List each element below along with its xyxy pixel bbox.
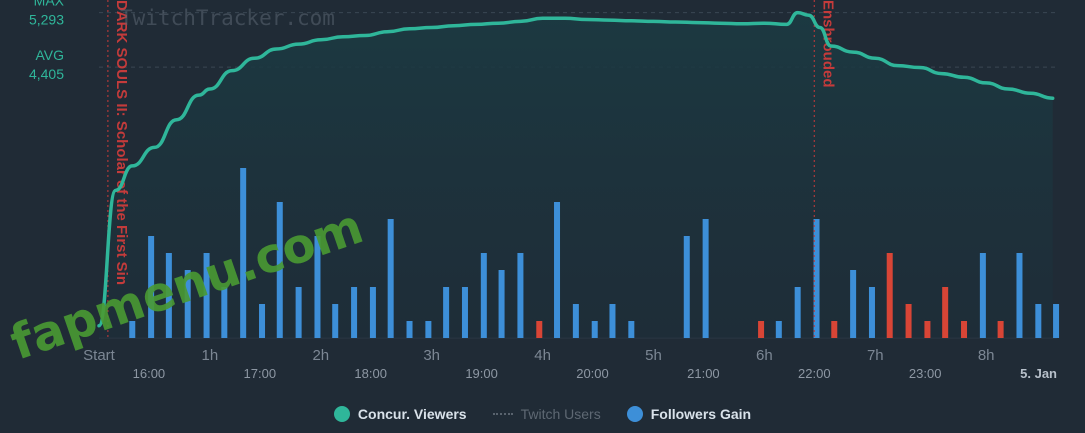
x-elapsed-tick-5: 5h xyxy=(645,347,662,364)
followers-bar-34 xyxy=(813,219,820,338)
followers-bar-20 xyxy=(498,270,505,338)
legend-twitch-users[interactable]: Twitch Users xyxy=(492,406,601,422)
legend-viewers-dot xyxy=(333,406,350,422)
followers-bar-47 xyxy=(1053,304,1060,338)
viewers-line-layer xyxy=(97,10,1055,328)
followers-bar-24 xyxy=(572,304,579,338)
followers-bar-10 xyxy=(314,236,321,338)
followers-bar-2 xyxy=(165,253,172,338)
x-elapsed-tick-6: 6h xyxy=(756,347,773,364)
x-elapsed-tick-0: Start xyxy=(83,347,116,364)
ref-value-avg: 4,405 xyxy=(29,66,64,82)
followers-bar-3 xyxy=(184,270,191,338)
legend-viewers-label: Concur. Viewers xyxy=(357,406,467,422)
x-clock-tick-4: 20:00 xyxy=(576,366,609,381)
legend-twitch-users-label: Twitch Users xyxy=(520,406,601,422)
followers-bar-36 xyxy=(850,270,857,338)
followers-bar-27 xyxy=(628,321,635,338)
followers-bar-35 xyxy=(831,321,838,338)
followers-bar-41 xyxy=(942,287,949,338)
followers-bar-38 xyxy=(886,253,893,338)
followers-bar-16 xyxy=(425,321,432,338)
followers-bar-23 xyxy=(554,202,561,338)
game-marker-label-0: DARK SOULS II: Scholar of the First Sin xyxy=(113,0,130,285)
legend-twitch-users-dash xyxy=(492,413,513,415)
followers-bar-12 xyxy=(351,287,358,338)
followers-bar-43 xyxy=(979,253,986,338)
legend-followers-dot xyxy=(626,406,643,422)
followers-bar-32 xyxy=(775,321,782,338)
followers-bar-4 xyxy=(203,253,210,338)
followers-bar-0 xyxy=(129,321,136,338)
x-clock-tick-6: 22:00 xyxy=(798,366,831,381)
followers-bar-42 xyxy=(961,321,968,338)
followers-bar-39 xyxy=(905,304,912,338)
x-elapsed-tick-4: 4h xyxy=(534,347,551,364)
x-elapsed-tick-7: 7h xyxy=(867,347,884,364)
x-clock-tick-2: 18:00 xyxy=(354,366,387,381)
axis-label-layer: MAX 5,293 AVG 4,405 Start 1h 2h 3h 4h 5h 6h 7h 8h 16:… xyxy=(29,0,1057,381)
x-clock-tick-5: 21:00 xyxy=(687,366,720,381)
followers-bar-17 xyxy=(443,287,450,338)
followers-bar-15 xyxy=(406,321,413,338)
followers-bar-30 xyxy=(702,219,709,338)
x-clock-tick-7: 23:00 xyxy=(909,366,942,381)
followers-bar-37 xyxy=(868,287,875,338)
x-elapsed-tick-8: 8h xyxy=(978,347,995,364)
legend-followers-label: Followers Gain xyxy=(650,406,752,422)
followers-bar-31 xyxy=(758,321,765,338)
x-clock-tick-3: 19:00 xyxy=(465,366,498,381)
followers-bar-19 xyxy=(480,253,487,338)
followers-bar-22 xyxy=(536,321,543,338)
followers-bar-7 xyxy=(259,304,266,338)
followers-bar-40 xyxy=(924,321,931,338)
x-elapsed-tick-2: 2h xyxy=(312,347,329,364)
followers-bar-13 xyxy=(369,287,376,338)
legend-followers[interactable]: Followers Gain xyxy=(626,406,752,422)
x-date-label: 5. Jan xyxy=(1020,366,1057,381)
x-elapsed-tick-3: 3h xyxy=(423,347,440,364)
legend-viewers[interactable]: Concur. Viewers xyxy=(333,406,467,422)
x-clock-tick-1: 17:00 xyxy=(244,366,277,381)
twitchtracker-watermark: TwitchTracker.com xyxy=(120,6,335,30)
followers-bar-11 xyxy=(332,304,339,338)
followers-bar-layer xyxy=(129,168,1060,338)
followers-bar-8 xyxy=(276,202,283,338)
followers-bar-25 xyxy=(591,321,598,338)
followers-bar-14 xyxy=(387,219,394,338)
followers-bar-29 xyxy=(683,236,690,338)
viewers-line xyxy=(97,10,1055,328)
followers-bar-26 xyxy=(609,304,616,338)
followers-bar-9 xyxy=(295,287,302,338)
ref-value-max: 5,293 xyxy=(29,12,64,28)
followers-bar-6 xyxy=(240,168,247,338)
followers-bar-1 xyxy=(148,236,155,338)
followers-bar-44 xyxy=(997,321,1004,338)
ref-label-avg: AVG xyxy=(35,47,64,63)
followers-bar-45 xyxy=(1016,253,1023,338)
followers-bar-46 xyxy=(1035,304,1042,338)
x-clock-tick-0: 16:00 xyxy=(133,366,166,381)
ref-label-max: MAX xyxy=(34,0,65,9)
followers-bar-18 xyxy=(461,287,468,338)
followers-bar-5 xyxy=(221,287,228,338)
followers-bar-33 xyxy=(794,287,801,338)
followers-bar-21 xyxy=(517,253,524,338)
chart-legend: Concur. Viewers Twitch Users Followers G… xyxy=(0,402,1085,426)
x-elapsed-tick-1: 1h xyxy=(202,347,219,364)
